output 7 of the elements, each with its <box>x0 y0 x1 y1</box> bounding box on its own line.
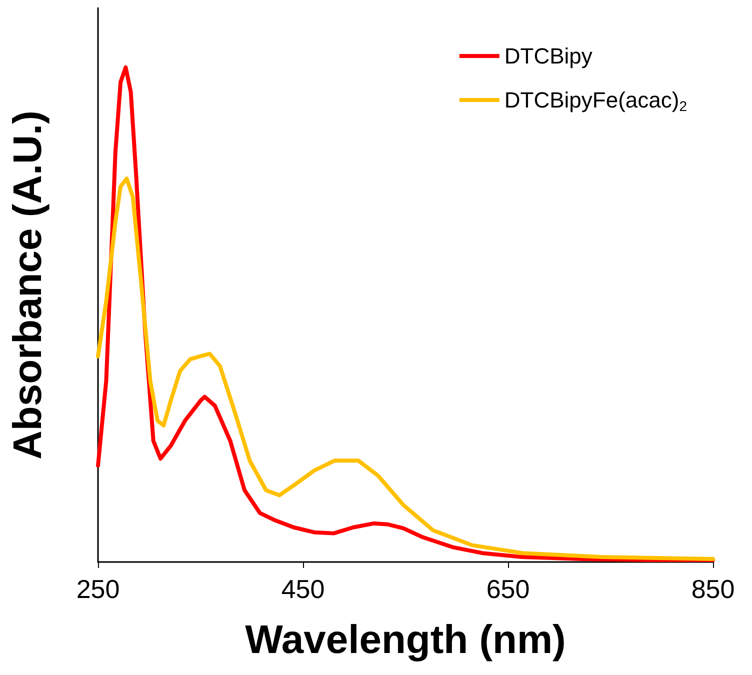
x-axis-title: Wavelength (nm) <box>245 618 566 662</box>
x-tick-label: 650 <box>486 574 530 604</box>
x-tick-label: 250 <box>76 574 120 604</box>
x-tick-label: 850 <box>691 574 735 604</box>
x-tick-label: 450 <box>281 574 325 604</box>
y-axis-title: Absorbance (A.U.) <box>6 110 50 460</box>
legend-label: DTCBipy <box>504 44 592 68</box>
